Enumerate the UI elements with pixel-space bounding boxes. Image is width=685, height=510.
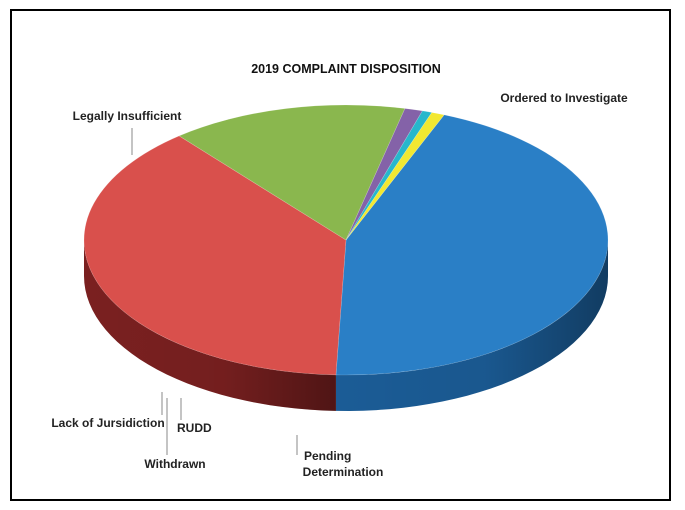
data-label-withdrawn: Withdrawn [144,457,205,471]
pie-tops [83,104,609,376]
pie-slice-legally-insufficient [335,114,609,376]
pie-slice-lack-of-jursidiction [345,112,445,241]
pie-slice-withdrawn [345,110,433,241]
pie-side-shade [335,240,608,411]
chart-title: 2019 COMPLAINT DISPOSITION [251,62,441,76]
pie-sides [84,240,608,411]
pie-slice-rudd [345,108,423,241]
data-label-ordered-to-investigate: Ordered to Investigate [500,91,628,105]
data-label-lack-of-jursidiction: Lack of Jursidiction [51,416,164,430]
pie-side-shade [84,240,336,411]
pie-slice-ordered-to-investigate [83,135,347,376]
pie-labels: Legally Insufficient Ordered to Investiga… [51,91,628,479]
pie-slice-pending-determination [178,104,406,241]
data-label-rudd: RUDD [177,421,212,435]
data-label-pending-determination: Pending Determination [303,449,384,479]
data-label-legally-insufficient: Legally Insufficient [73,109,182,123]
